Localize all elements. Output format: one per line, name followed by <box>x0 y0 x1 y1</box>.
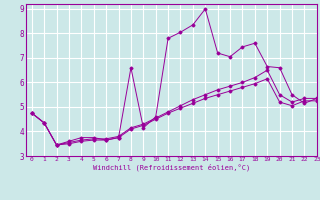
X-axis label: Windchill (Refroidissement éolien,°C): Windchill (Refroidissement éolien,°C) <box>92 164 250 171</box>
